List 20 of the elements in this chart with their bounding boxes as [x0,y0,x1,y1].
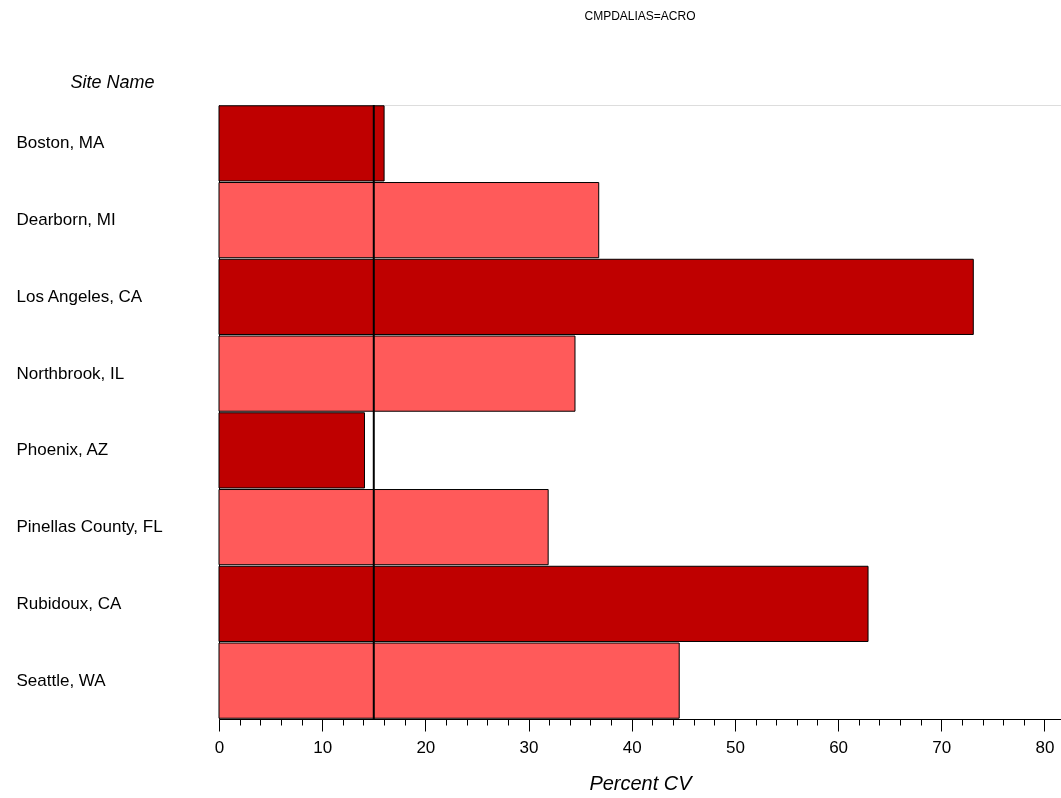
x-tick-label: 60 [829,737,849,757]
y-tick-label: Seattle, WA [16,670,107,690]
x-tick-label: 40 [622,737,642,757]
y-tick-label: Dearborn, MI [16,210,116,230]
y-tick-label: Boston, MA [16,133,106,153]
x-axis-title: Percent CV [589,771,694,794]
y-tick-label: Pinellas County, FL [16,517,163,537]
x-tick-label: 70 [932,737,952,757]
x-tick-label: 80 [1035,737,1055,757]
x-tick-label: 20 [416,737,436,757]
x-tick-label: 50 [725,737,745,757]
x-tick-label: 0 [214,737,225,757]
y-tick-label: Rubidoux, CA [16,593,123,613]
y-tick-label: Los Angeles, CA [16,286,143,306]
y-axis-title: Site Name [70,71,155,92]
x-tick-label: 30 [519,737,539,757]
y-tick-label: Northbrook, IL [16,363,125,383]
chart-title: CMPDALIAS=ACRO [584,9,696,23]
y-tick-label: Phoenix, AZ [16,440,109,460]
x-tick-label: 10 [313,737,333,757]
